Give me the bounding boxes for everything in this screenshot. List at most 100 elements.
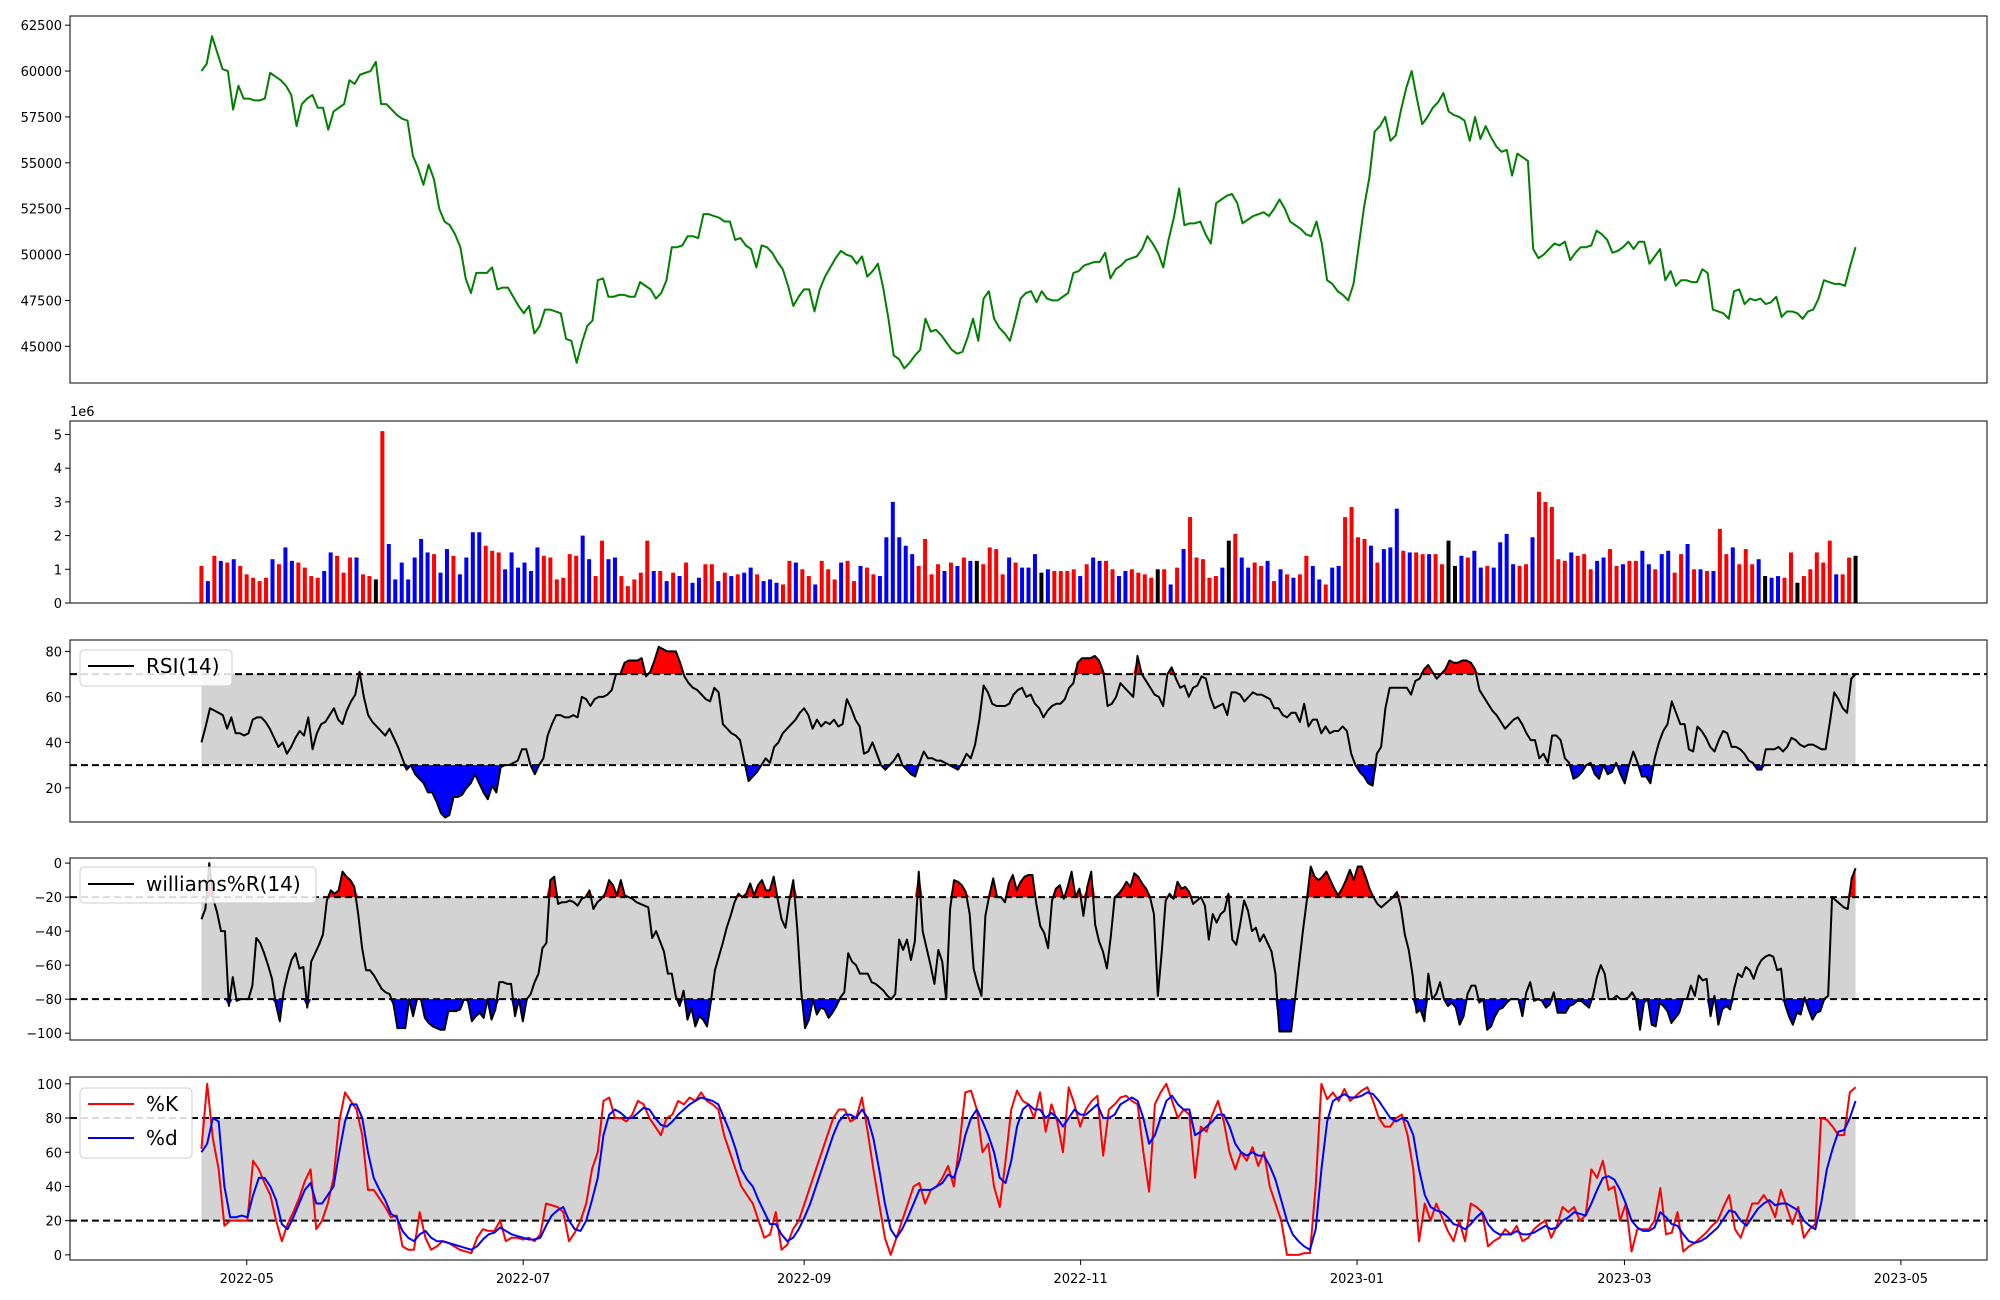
volume-bar — [994, 549, 999, 603]
volume-bar — [1297, 574, 1302, 603]
volume-bar — [257, 581, 262, 603]
volume-bar — [270, 559, 275, 603]
volume-bar — [1213, 576, 1218, 603]
volume-bar — [1440, 564, 1445, 603]
volume-bar — [425, 552, 430, 603]
stochastic-plot-area — [70, 1082, 1987, 1256]
volume-bar — [1485, 565, 1490, 603]
volume-bar — [832, 579, 837, 603]
volume-bar — [1116, 576, 1121, 603]
volume-bar — [684, 562, 689, 603]
volume-bar — [1291, 577, 1296, 603]
volume-bar — [1478, 567, 1483, 603]
volume-bar — [1608, 549, 1613, 603]
volume-bar — [309, 576, 314, 603]
rsi-axes-frame — [69, 639, 1988, 823]
volume-bar — [1032, 554, 1037, 603]
volume-bar — [1336, 565, 1341, 603]
volume-bar — [761, 581, 766, 603]
volume-bar — [1317, 579, 1322, 603]
price-y-tick-label: 57500 — [21, 111, 62, 126]
volume-bar — [916, 565, 921, 603]
volume-bar — [852, 581, 857, 603]
volume-bar — [367, 576, 372, 603]
volume-bar — [1013, 562, 1018, 603]
volume-bar — [522, 562, 527, 603]
williams-r-y-tick-label: −40 — [35, 925, 62, 940]
volume-bar — [1640, 550, 1645, 603]
volume-bar — [567, 554, 572, 603]
volume-bar — [1685, 544, 1690, 603]
volume-bar — [677, 576, 682, 603]
volume-bar — [574, 555, 579, 603]
volume-bar — [1175, 567, 1180, 603]
volume-bar — [703, 564, 708, 603]
volume-bar — [716, 581, 721, 603]
volume-bar — [1672, 572, 1677, 603]
volume-bar — [1226, 540, 1231, 603]
volume-bar — [1840, 574, 1845, 603]
volume-bar — [955, 565, 960, 603]
volume-bar — [864, 567, 869, 603]
volume-bar — [1595, 560, 1600, 603]
volume-bar — [858, 565, 863, 603]
volume-bar — [470, 532, 475, 603]
price-line — [200, 35, 1857, 370]
volume-bar — [1827, 540, 1832, 603]
volume-bar — [735, 574, 740, 603]
volume-bar — [328, 552, 333, 603]
volume-bar — [1278, 569, 1283, 603]
volume-bar — [1575, 555, 1580, 603]
volume-bar — [1511, 564, 1516, 603]
volume-bar — [1472, 550, 1477, 603]
volume-axes-frame — [69, 420, 1988, 604]
stochastic-y-tick-label: 40 — [45, 1180, 62, 1195]
volume-bar — [1730, 547, 1735, 603]
volume-bar — [1284, 574, 1289, 603]
rsi-plot-area — [70, 645, 1987, 819]
price-axes-frame — [69, 15, 1988, 384]
price-plot-area — [200, 35, 1857, 370]
volume-bar — [1181, 549, 1186, 603]
volume-bar — [373, 579, 378, 603]
volume-bar — [1375, 562, 1380, 603]
volume-y-tick-label: 4 — [54, 462, 62, 477]
volume-bar — [1653, 569, 1658, 603]
volume-bar — [606, 559, 611, 603]
volume-bar — [987, 547, 992, 603]
volume-bar — [645, 540, 650, 603]
williams-r-y-tick-label: −80 — [35, 993, 62, 1008]
volume-bar — [1349, 506, 1354, 603]
d-line — [200, 1091, 1857, 1251]
volume-y-tick-label: 5 — [54, 428, 62, 443]
volume-bar — [509, 552, 514, 603]
volume-bar — [942, 570, 947, 603]
rsi-legend-label: RSI(14) — [146, 654, 220, 678]
rsi-y-ticks: 20 40 60 80 — [45, 645, 70, 797]
volume-bar — [580, 535, 585, 603]
rsi-neutral-band — [201, 674, 1856, 766]
volume-bar — [1556, 559, 1561, 603]
volume-bar — [503, 569, 508, 603]
volume-bar — [1452, 565, 1457, 603]
volume-bar — [1704, 570, 1709, 603]
volume-bar — [1776, 576, 1781, 603]
volume-bar — [1362, 538, 1367, 603]
volume-bar — [587, 559, 592, 603]
rsi-line — [200, 645, 1857, 819]
volume-bar — [438, 572, 443, 603]
volume-bar — [793, 562, 798, 603]
k-legend-label: %K — [146, 1092, 179, 1116]
x-tick-label: 2022-11 — [1053, 1272, 1107, 1287]
volume-bar — [1381, 549, 1386, 603]
volume-bar — [1853, 555, 1858, 603]
volume-bar — [528, 570, 533, 603]
volume-bar — [1394, 508, 1399, 603]
volume-bar — [722, 572, 727, 603]
volume-bar — [638, 572, 643, 603]
volume-bar — [548, 557, 553, 603]
x-tick-label: 2023-03 — [1597, 1272, 1651, 1287]
volume-bar — [1795, 582, 1800, 603]
stochastic-neutral-band — [201, 1118, 1856, 1221]
